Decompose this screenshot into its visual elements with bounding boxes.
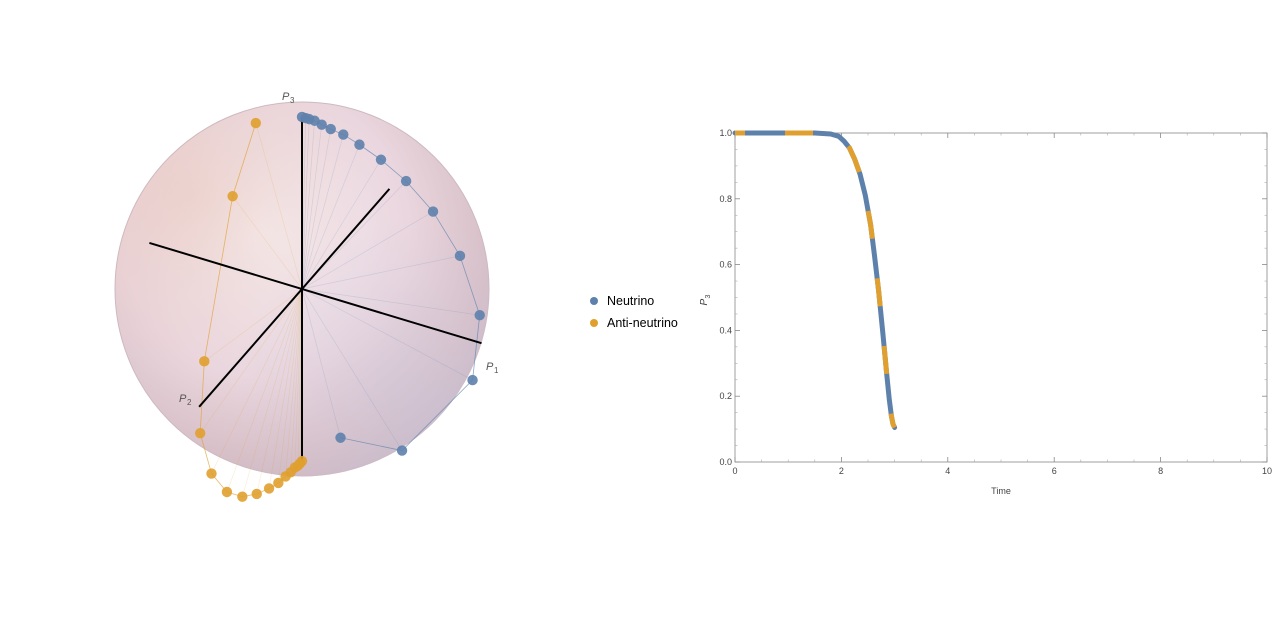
axis-label-p3-sub: 3 [290,96,295,105]
sphere-spoke [301,144,360,290]
legend-item-neutrino: Neutrino [590,290,678,312]
neutrino-point [454,250,466,262]
sphere-points [194,111,485,502]
plot-frame [734,132,1268,463]
sphere-spoke [242,288,303,497]
y-tick-label: 0.0 [719,457,732,467]
p3-time-plot: 0 2 4 6 8 10 0.0 0.2 0.4 0.6 0.8 1.0 Time P 3 [699,128,1272,496]
line-series-anti-neutrino [735,130,897,429]
neutrino-point [338,129,349,140]
y-axis-label: P 3 [699,295,712,306]
line-series-neutrino [732,130,898,430]
sphere-spoke [301,134,344,290]
plot-ticks: 0 2 4 6 8 10 0.0 0.2 0.4 0.6 0.8 1.0 [719,128,1272,476]
x-tick-label: 2 [839,466,844,476]
legend-marker-neutrino [590,297,598,305]
sphere-spoke [277,288,303,484]
sphere-spoke [301,288,341,438]
sphere-axes [149,116,482,462]
sphere-spoke [211,288,303,474]
bloch-sphere-panel: P 3 P 1 P 2 [0,0,560,628]
axis-label-p2: P 2 [179,393,192,407]
sphere-spoke [290,288,303,473]
axis-line-p2 [198,188,391,408]
sphere-spoke [301,124,323,290]
plot-frame-box [734,132,1268,463]
y-tick-label: 1.0 [719,128,732,138]
anti-neutrino-point [199,356,210,367]
neutrino-point [354,139,365,150]
neutrino-point [467,374,478,386]
neutrino-point [325,123,336,135]
axis-label-p2-main: P [179,393,187,405]
sphere-spoke [301,288,480,316]
x-tick-label: 6 [1052,466,1057,476]
sphere-spoke [256,288,303,495]
sphere-spoke [232,196,303,290]
anti-neutrino-point [263,483,275,494]
y-tick-label: 0.8 [719,194,732,204]
sphere-spoke [301,255,461,290]
sphere-spoke [301,129,332,290]
legend-marker-anti-neutrino [590,319,598,327]
plot-series [732,130,898,430]
neutrino-point [400,175,412,187]
axis-label-p3: P 3 [282,91,295,105]
axis-label-p3-main: P [282,91,290,103]
axis-label-p2-sub: 2 [187,398,192,407]
sphere-spoke [199,288,303,434]
anti-neutrino-point [280,471,291,482]
x-tick-label: 10 [1262,466,1272,476]
neutrino-point [396,445,408,456]
legend-item-anti-neutrino: Anti-neutrino [590,312,678,334]
sphere-spoke [268,288,303,489]
neutrino-point [335,432,346,443]
anti-neutrino-point [194,427,206,439]
x-tick-label: 8 [1158,466,1163,476]
neutrino-point [427,206,439,217]
sphere-spoke [301,180,407,290]
sphere-spoke [301,288,473,381]
legend-label-neutrino: Neutrino [607,294,655,308]
axis-label-p1: P 1 [486,361,499,375]
sphere-spoke [301,159,382,290]
sphere-spoke [226,288,303,493]
anti-neutrino-point [206,468,217,479]
sphere-spoke [301,120,315,290]
axis-label-p1-sub: 1 [494,366,499,375]
y-axis-label-sub: 3 [705,295,712,299]
anti-neutrino-point [251,488,262,500]
y-axis-label-main: P [699,299,710,306]
neutrino-point [474,309,485,321]
legend-label-anti-neutrino: Anti-neutrino [607,316,678,330]
neutrino-point [316,119,327,130]
neutrino-point [375,154,387,165]
anti-neutrino-point [273,477,284,489]
y-tick-label: 0.4 [719,325,732,335]
sphere-spoke [294,288,303,468]
legend: Neutrino Anti-neutrino [590,290,678,334]
x-tick-label: 0 [732,466,737,476]
axis-line-p1 [149,241,482,345]
sphere-spoke [285,288,303,477]
anti-neutrino-point [237,491,248,502]
y-tick-label: 0.2 [719,391,732,401]
axis-label-p1-main: P [486,361,494,373]
bloch-sphere-plot: P 3 P 1 P 2 [114,91,499,502]
anti-neutrino-point [250,117,262,129]
sphere-spoke [255,122,303,290]
sphere-spoke [301,119,310,290]
anti-neutrino-point [221,486,233,498]
anti-neutrino-point [227,191,238,202]
sphere-spoke [301,211,434,290]
y-tick-label: 0.6 [719,260,732,270]
x-tick-label: 4 [945,466,950,476]
x-axis-label: Time [991,486,1011,496]
sphere-spoke [301,288,403,451]
sphere-spoke [204,288,303,362]
